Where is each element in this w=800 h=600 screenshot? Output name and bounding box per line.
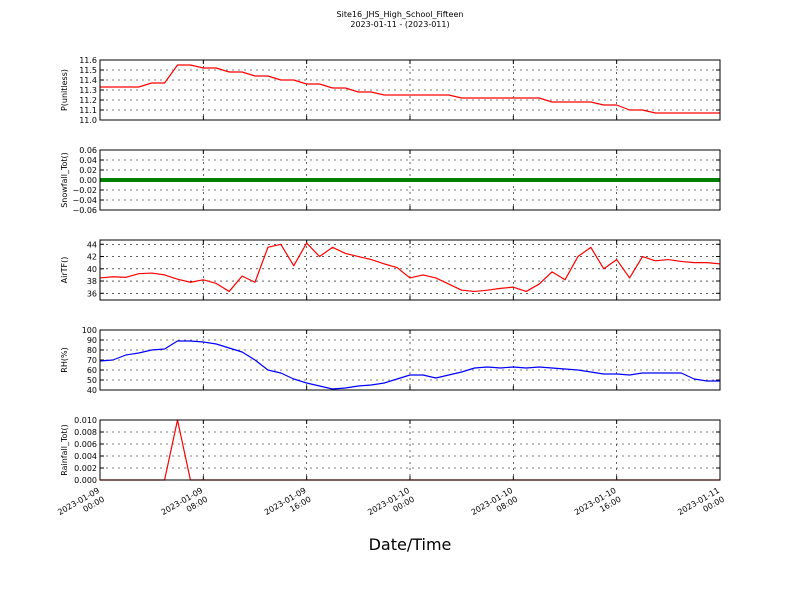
y-axis-label: Rainfall_Tot(): [60, 424, 69, 476]
y-tick-label: 38: [87, 277, 97, 286]
y-tick-label: 60: [87, 366, 97, 375]
chart-subtitle: 2023-01-11 - (2023-011): [350, 20, 449, 29]
y-tick-label: 100: [82, 326, 97, 335]
y-tick-label: 0.010: [74, 416, 97, 425]
y-axis-label: AirTF(): [60, 257, 69, 284]
y-axis-label: RH(%): [60, 347, 69, 372]
x-axis-label: Date/Time: [369, 535, 452, 554]
y-tick-label: 0.04: [79, 156, 97, 165]
y-tick-label: 0.004: [74, 452, 97, 461]
y-tick-label: 50: [87, 376, 97, 385]
plot-frame: [99, 239, 721, 301]
y-tick-label: −0.02: [72, 186, 97, 195]
y-tick-label: 42: [87, 253, 97, 262]
y-tick-label: −0.06: [72, 206, 97, 215]
data-line: [99, 242, 721, 293]
y-tick-label: 11.0: [79, 116, 97, 125]
y-tick-label: 44: [87, 240, 97, 249]
plot-frame: [99, 419, 721, 481]
y-tick-label: 90: [87, 336, 97, 345]
chart-title: Site16_JHS_High_School_Fifteen: [337, 10, 464, 19]
data-line: [99, 340, 720, 390]
y-axis-label: P(unitless): [60, 69, 69, 111]
plot-frame: [99, 59, 721, 121]
y-tick-label: 11.3: [79, 86, 97, 95]
y-tick-label: 40: [87, 386, 97, 395]
y-tick-label: 0.06: [79, 146, 97, 155]
y-tick-label: 0.02: [79, 166, 97, 175]
y-tick-label: 0.006: [74, 440, 97, 449]
y-tick-label: 80: [87, 346, 97, 355]
y-tick-label: 11.1: [79, 106, 97, 115]
data-line: [100, 64, 720, 114]
y-tick-label: 0.008: [74, 428, 97, 437]
y-axis-label: Snowfall_Tot(): [60, 152, 69, 208]
y-tick-label: 0.00: [79, 176, 97, 185]
y-tick-label: 11.5: [79, 66, 97, 75]
y-tick-label: 11.6: [79, 56, 97, 65]
y-tick-label: −0.04: [72, 196, 97, 205]
y-tick-label: 40: [87, 265, 97, 274]
plot-frame: [99, 329, 721, 391]
y-tick-label: 36: [87, 289, 97, 298]
y-tick-label: 0.002: [74, 464, 97, 473]
y-tick-label: 11.4: [79, 76, 97, 85]
plot-frame: [99, 149, 721, 211]
y-tick-label: 11.2: [79, 96, 97, 105]
y-tick-label: 0.000: [74, 476, 97, 485]
y-tick-label: 70: [87, 356, 97, 365]
